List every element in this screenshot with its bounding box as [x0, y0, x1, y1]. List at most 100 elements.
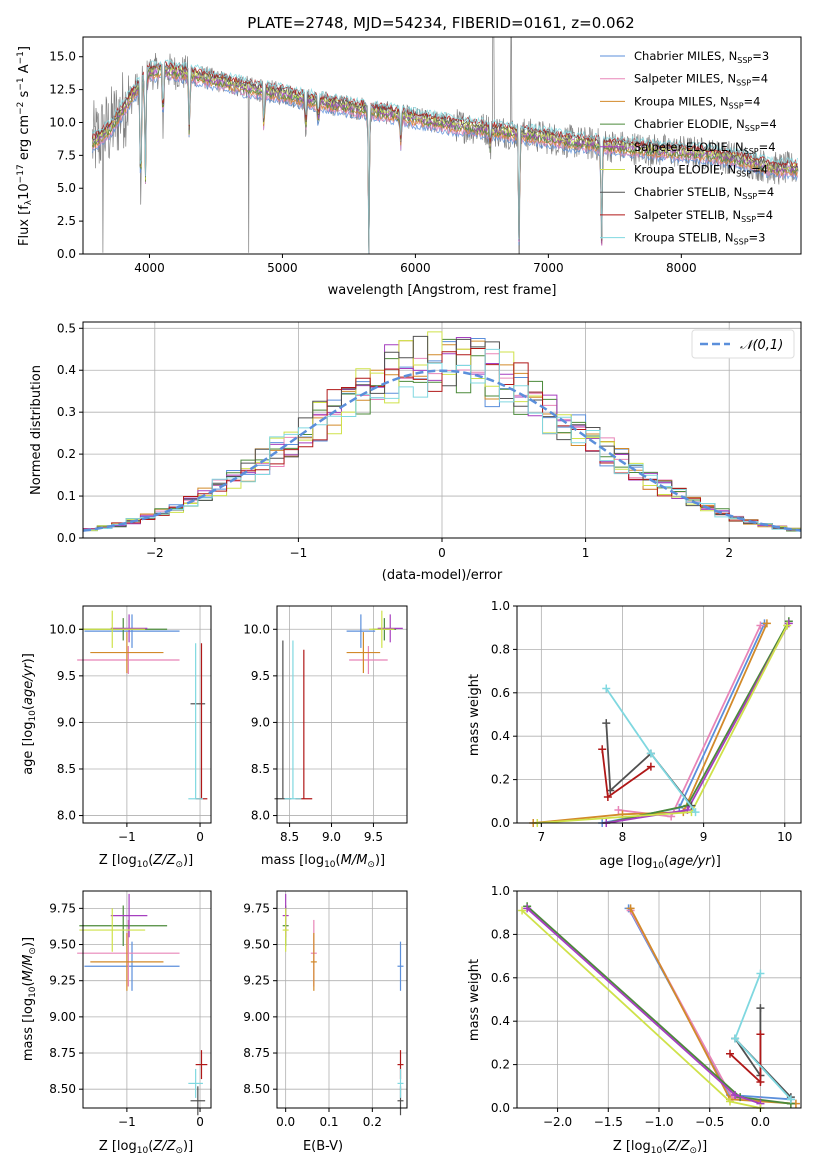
p-wZ-ticks: −2.0 −1.5 −1.0 −0.5 0.0 0.0 0.2 0.4 0.6 0.8 1.0 — [491, 884, 770, 1129]
weight-Z-marker-9-3 — [786, 1095, 795, 1104]
weight-age-marker-2-3 — [756, 621, 765, 630]
residuals-xtick-label: −1 — [290, 546, 308, 560]
p-mZ-ticks: −1 0 8.50 8.75 9.00 9.25 9.50 9.75 — [49, 901, 204, 1129]
weight-age-line-1 — [602, 623, 766, 824]
legend-label-9: Kroupa STELIB, NSSP=3 — [634, 231, 765, 247]
spectrum-ytick-label: 5.0 — [57, 181, 76, 195]
p-wA-frame — [516, 605, 802, 824]
p-mZ-ytick-label: 9.50 — [49, 938, 76, 952]
p-ageZ-ytick-label: 8.0 — [57, 809, 76, 823]
residual-hist-9 — [83, 348, 801, 533]
model-line-8 — [91, 60, 798, 254]
legend-label-1: Chabrier MILES, NSSP=3 — [634, 49, 769, 65]
p-wA-xtick-label: 10 — [777, 830, 792, 844]
spectrum-ytick-label: 7.5 — [57, 148, 76, 162]
legend-label-3: Kroupa MILES, NSSP=4 — [634, 94, 760, 110]
residuals-ytick-label: 0.0 — [57, 531, 76, 545]
p-wZ-xtick-label: −2.0 — [543, 1115, 572, 1129]
spectrum-xtick-label: 6000 — [400, 261, 431, 275]
weight-age-marker-8-1 — [598, 745, 607, 754]
p-wZ-ytick-label: 0.8 — [491, 927, 510, 941]
p-ageZ-ytick-label: 9.0 — [57, 715, 76, 729]
spectrum-ytick-label: 2.5 — [57, 214, 76, 228]
gauss-curve — [83, 369, 801, 532]
weight-Z-marker-9-2 — [731, 1034, 740, 1043]
p-wA-xtick-label: 7 — [538, 830, 546, 844]
p-wZ-content — [518, 902, 800, 1112]
p-ageM-ytick-label: 9.0 — [251, 715, 270, 729]
p-ageZ-content — [77, 610, 208, 800]
p-wZ-xtick-label: −1.0 — [644, 1115, 673, 1129]
legend-label-7: Chabrier STELIB, NSSP=4 — [634, 185, 774, 201]
weight-Z-marker-6-1 — [518, 906, 527, 915]
p-mE-ytick-label: 8.75 — [243, 1046, 270, 1060]
weight-vs-age-panel: 7 8 9 10 0.0 0.2 0.4 0.6 0.8 1.0 — [491, 599, 802, 844]
residuals-xtick-label: 1 — [582, 546, 590, 560]
spectrum-lines — [91, 37, 799, 254]
spectrum-frame — [82, 36, 802, 255]
p-wZ-ytick-label: 0.0 — [491, 1101, 510, 1115]
p-mZ-ytick-label: 8.75 — [49, 1046, 76, 1060]
spectrum-panel: 4000 5000 6000 7000 8000 0.0 2.5 5.0 7.5 10.0 12.5… — [16, 36, 802, 298]
weight-age-line-5 — [606, 622, 790, 824]
residuals-ytick-label: 0.5 — [57, 321, 76, 335]
legend-label-4: Chabrier ELODIE, NSSP=4 — [634, 117, 777, 133]
spectrum-ytick-label: 0.0 — [57, 247, 76, 261]
p-ageM-ytick-label: 10.0 — [243, 622, 270, 636]
p-mE-xtick-label: 0.0 — [276, 1115, 295, 1129]
p-wA-xtick-label: 9 — [700, 830, 708, 844]
p-ageM-ytick-label: 9.5 — [251, 669, 270, 683]
p-mZ-xtick-label: 0 — [196, 1115, 204, 1129]
p-ageM-content — [274, 610, 403, 800]
p-mE-ytick-label: 8.50 — [243, 1082, 270, 1096]
p-wA-ytick-label: 1.0 — [491, 599, 510, 613]
ageM-xlabel: mass [log10(M/M⊙)] — [261, 853, 385, 870]
wZ-ylabel: mass weight — [467, 959, 482, 1041]
residuals-ytick-label: 0.3 — [57, 405, 76, 419]
p-ageZ-ytick-label: 10.0 — [49, 622, 76, 636]
legend-label-5: Salpeter ELODIE, NSSP=4 — [634, 140, 776, 156]
gauss-legend-label: 𝒩(0,1) — [740, 338, 783, 353]
model-line-9 — [91, 59, 798, 254]
residuals-histograms — [83, 331, 801, 534]
mZ-ylabel: mass [log10(M/M⊙)] — [21, 937, 38, 1061]
mass-vs-Z-panel: −1 0 8.50 8.75 9.00 9.25 9.50 9.75 — [49, 890, 212, 1129]
p-wZ-ytick-label: 0.2 — [491, 1058, 510, 1072]
ageZ-ylabel: age [log10(age/yr)] — [21, 653, 38, 775]
weight-age-marker-7-1 — [602, 719, 611, 728]
p-wA-ytick-label: 0.6 — [491, 686, 510, 700]
spectrum-xlabel: wavelength [Angstrom, rest frame] — [328, 283, 557, 298]
p-wA-ticks: 7 8 9 10 0.0 0.2 0.4 0.6 0.8 1.0 — [491, 599, 793, 844]
ageZ-xlabel: Z [log10(Z/Z⊙)] — [99, 853, 193, 870]
residuals-xlabel: (data-model)/error — [382, 568, 503, 583]
p-mE-frame — [276, 890, 408, 1109]
p-mE-ticks: 0.0 0.1 0.2 8.50 8.75 9.00 9.25 9.50 9.75 — [243, 901, 382, 1129]
weight-Z-marker-3-1 — [626, 904, 635, 913]
p-ageM-xtick-label: 9.5 — [364, 830, 383, 844]
residuals-ylabel: Normed distribution — [29, 365, 44, 495]
weight-age-marker-9-2 — [646, 749, 655, 758]
p-wA-ytick-label: 0.0 — [491, 816, 510, 830]
weight-Z-marker-8-1 — [756, 1030, 765, 1039]
p-mE-content — [282, 893, 404, 1116]
residuals-xtick-label: −2 — [146, 546, 164, 560]
weight-Z-marker-6-2 — [726, 1097, 734, 1106]
p-mZ-ytick-label: 9.00 — [49, 1010, 76, 1024]
p-ageM-ytick-label: 8.5 — [251, 762, 270, 776]
p-mZ-ytick-label: 8.50 — [49, 1082, 76, 1096]
p-wZ-ytick-label: 0.6 — [491, 971, 510, 985]
weight-age-line-7 — [605, 723, 693, 807]
p-mE-ytick-label: 9.00 — [243, 1010, 270, 1024]
legend-label-8: Salpeter STELIB, NSSP=4 — [634, 208, 773, 224]
residuals-ytick-label: 0.1 — [57, 489, 76, 503]
p-ageZ-ticks: −1 0 8.0 8.5 9.0 9.5 10.0 — [49, 622, 204, 844]
mE-xlabel: E(B-V) — [303, 1139, 343, 1154]
p-wZ-ytick-label: 1.0 — [491, 884, 510, 898]
weight-Z-line-9 — [734, 973, 792, 1100]
residuals-xtick-label: 2 — [725, 546, 733, 560]
model-line-2 — [91, 73, 798, 253]
weight-Z-marker-5-2 — [731, 1090, 740, 1099]
weight-age-marker-8-3 — [646, 762, 655, 771]
p-wA-ytick-label: 0.8 — [491, 642, 510, 656]
mass-vs-EBV-panel: 0.0 0.1 0.2 8.50 8.75 9.00 9.25 9.50 9.75 — [243, 890, 408, 1129]
